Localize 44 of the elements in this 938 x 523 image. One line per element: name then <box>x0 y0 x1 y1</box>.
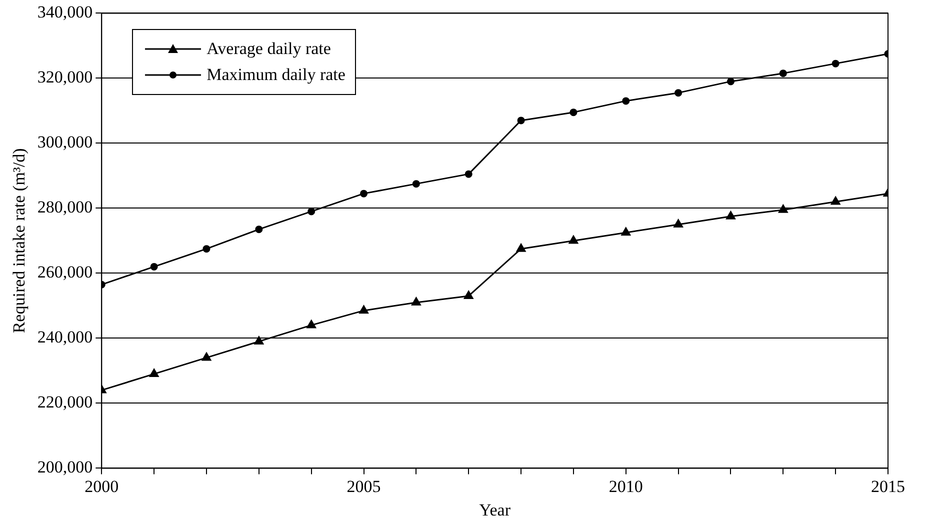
y-tick-label: 320,000 <box>37 68 93 87</box>
point <box>464 290 474 299</box>
y-tick-label: 260,000 <box>37 262 93 282</box>
y-tick-label: 300,000 <box>37 132 93 152</box>
y-axis-title: Required intake rate (m³/d) <box>10 148 29 334</box>
point <box>412 297 421 306</box>
point <box>255 226 263 234</box>
point <box>308 208 316 216</box>
point <box>360 190 368 198</box>
x-tick-label: 2015 <box>871 476 905 496</box>
x-tick-label: 2005 <box>346 476 381 496</box>
point <box>622 97 630 105</box>
x-tick-label: 2010 <box>608 476 643 496</box>
point <box>517 116 525 124</box>
point <box>830 196 840 205</box>
y-tick-label: 240,000 <box>37 328 93 347</box>
point <box>359 305 368 314</box>
point <box>570 108 578 116</box>
legend-label: Maximum daily rate <box>206 65 346 86</box>
point <box>464 170 472 178</box>
point <box>779 70 787 78</box>
y-tick-label: 340,000 <box>37 2 93 22</box>
x-axis-title: Year <box>479 500 511 520</box>
y-tick-label: 200,000 <box>37 458 93 477</box>
point <box>674 89 682 97</box>
point <box>726 211 736 220</box>
point <box>150 262 158 270</box>
point <box>726 78 734 86</box>
point <box>674 219 683 228</box>
legend-label: Average daily rate <box>206 39 331 60</box>
point <box>412 180 420 188</box>
point <box>568 235 578 244</box>
point <box>149 368 159 377</box>
point <box>516 244 526 252</box>
point <box>832 60 840 68</box>
point <box>778 204 788 213</box>
y-tick-label: 280,000 <box>37 198 93 217</box>
point <box>202 245 210 253</box>
point <box>621 227 631 236</box>
point <box>254 336 264 344</box>
y-tick-label: 220,000 <box>37 392 93 412</box>
point <box>202 352 212 361</box>
point <box>306 320 316 328</box>
x-tick-label: 2000 <box>84 476 119 496</box>
